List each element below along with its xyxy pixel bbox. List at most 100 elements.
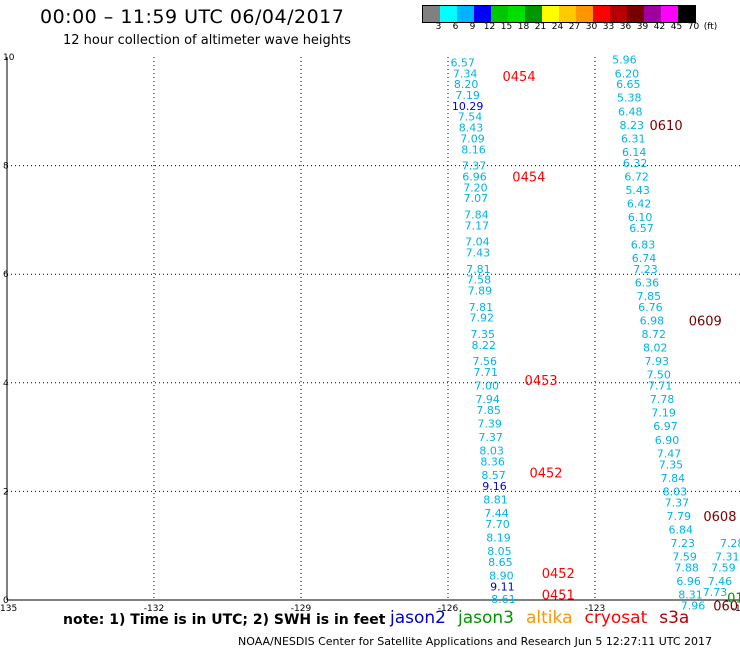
scale-label: 18 <box>517 22 530 32</box>
data-point-label: 7.31 <box>715 551 740 564</box>
data-point-label: 7.73 <box>703 586 728 599</box>
scale-label: 27 <box>568 22 581 32</box>
scale-swatch <box>593 6 610 22</box>
data-point-label: 7.44 <box>484 507 509 520</box>
data-point-label: 7.17 <box>465 219 490 232</box>
data-point-label: 8.03 <box>479 445 504 458</box>
data-point-label: 7.84 <box>464 208 489 221</box>
y-tick-label: 6 <box>3 270 9 280</box>
data-point-label: 7.39 <box>477 418 502 431</box>
data-point-label: 7.09 <box>460 132 485 145</box>
data-point-label: 9.11 <box>490 580 515 593</box>
time-label: 011 <box>727 591 740 606</box>
data-point-label: 6.96 <box>676 575 701 588</box>
y-tick-label: 8 <box>3 162 9 172</box>
data-point-label: 6.31 <box>621 132 646 145</box>
data-point-label: 7.94 <box>475 393 500 406</box>
data-point-label: 6.48 <box>618 105 643 118</box>
scale-label: 42 <box>653 22 666 32</box>
data-point-label: 7.81 <box>469 301 494 314</box>
scale-label: 33 <box>602 22 615 32</box>
data-point-label: 7.23 <box>670 537 695 550</box>
time-label: 0452 <box>542 567 575 582</box>
x-tick-label: -132 <box>144 604 164 614</box>
data-point-label: 6.97 <box>653 420 678 433</box>
scale-label: 24 <box>551 22 564 32</box>
scale-label: 70 <box>687 22 700 32</box>
data-point-label: 6.65 <box>616 78 641 91</box>
data-point-label: 7.92 <box>470 312 495 325</box>
scale-label: 39 <box>636 22 649 32</box>
legend-jason3: jason3 <box>458 608 514 628</box>
data-point-label: 8.23 <box>620 119 645 132</box>
data-point-label: 6.14 <box>622 146 647 159</box>
scale-swatch <box>542 6 559 22</box>
scale-swatch <box>678 6 695 22</box>
x-tick-label: -129 <box>291 604 312 614</box>
data-point-label: 7.85 <box>476 404 501 417</box>
data-point-label: 6.84 <box>669 523 694 536</box>
data-point-label: 7.54 <box>458 111 483 124</box>
y-tick-label: 2 <box>3 487 9 497</box>
data-point-label: 7.23 <box>633 263 658 276</box>
scale-label: 12 <box>483 22 496 32</box>
time-label: 0452 <box>529 466 562 481</box>
data-point-label: 8.16 <box>461 143 486 156</box>
data-point-label: 8.03 <box>663 485 688 498</box>
data-point-label: 8.19 <box>486 532 511 545</box>
data-point-label: 8.36 <box>480 456 505 469</box>
data-point-label: 7.81 <box>466 263 491 276</box>
scale-swatch <box>474 6 491 22</box>
color-scale-bar <box>422 5 696 23</box>
data-point-label: 8.61 <box>491 593 516 606</box>
scale-label: 21 <box>534 22 547 32</box>
data-point-label: 7.50 <box>646 369 671 382</box>
data-point-label: 8.81 <box>483 494 508 507</box>
data-point-label: 8.72 <box>642 328 667 341</box>
scale-label: 6 <box>452 22 459 32</box>
x-tick-label: -126 <box>438 604 459 614</box>
data-point-label: 7.37 <box>665 496 690 509</box>
data-point-label: 7.93 <box>644 355 669 368</box>
data-point-label: 5.96 <box>612 54 637 67</box>
data-point-label: 7.35 <box>659 458 684 471</box>
footnote: note: 1) Time is in UTC; 2) SWH is in fe… <box>63 612 386 628</box>
satellite-legend: jason2 jason3 altika cryosat s3a <box>390 608 701 628</box>
data-point-label: 7.19 <box>455 89 480 102</box>
data-point-label: 6.83 <box>631 238 656 251</box>
data-point-label: 7.37 <box>462 160 487 173</box>
data-point-label: 7.56 <box>473 355 498 368</box>
data-point-label: 7.71 <box>648 380 673 393</box>
time-label: 0454 <box>503 70 536 85</box>
data-point-label: 7.34 <box>453 67 478 80</box>
time-label: 0608 <box>703 510 736 525</box>
legend-jason2: jason2 <box>390 608 446 628</box>
x-tick-label: -123 <box>585 604 605 614</box>
data-point-label: 7.37 <box>478 431 503 444</box>
legend-altika: altika <box>526 608 573 628</box>
time-label: 0453 <box>525 374 558 389</box>
data-point-label: 7.78 <box>650 393 675 406</box>
data-point-label: 8.22 <box>472 339 497 352</box>
scale-swatch <box>457 6 474 22</box>
scale-label: 30 <box>585 22 598 32</box>
y-tick-label: 4 <box>3 379 9 389</box>
data-point-label: 6.74 <box>632 252 657 265</box>
credit-line: NOAA/NESDIS Center for Satellite Applica… <box>238 635 713 648</box>
data-point-label: 7.71 <box>473 366 498 379</box>
data-point-label: 6.36 <box>635 276 660 289</box>
data-point-label: 6.10 <box>628 211 653 224</box>
data-point-label: 7.59 <box>711 561 736 574</box>
data-point-label: 7.46 <box>708 575 733 588</box>
data-point-label: 7.19 <box>651 407 676 420</box>
data-point-label: 6.57 <box>629 222 654 235</box>
scale-label: 36 <box>619 22 632 32</box>
scale-label: (ft) <box>703 22 718 32</box>
scale-label: 45 <box>670 22 683 32</box>
data-point-label: 8.57 <box>481 469 506 482</box>
data-point-label: 7.35 <box>471 328 496 341</box>
x-tick-label: -120 <box>732 604 740 614</box>
data-point-label: 6.98 <box>640 314 665 327</box>
data-point-label: 7.47 <box>657 447 682 460</box>
